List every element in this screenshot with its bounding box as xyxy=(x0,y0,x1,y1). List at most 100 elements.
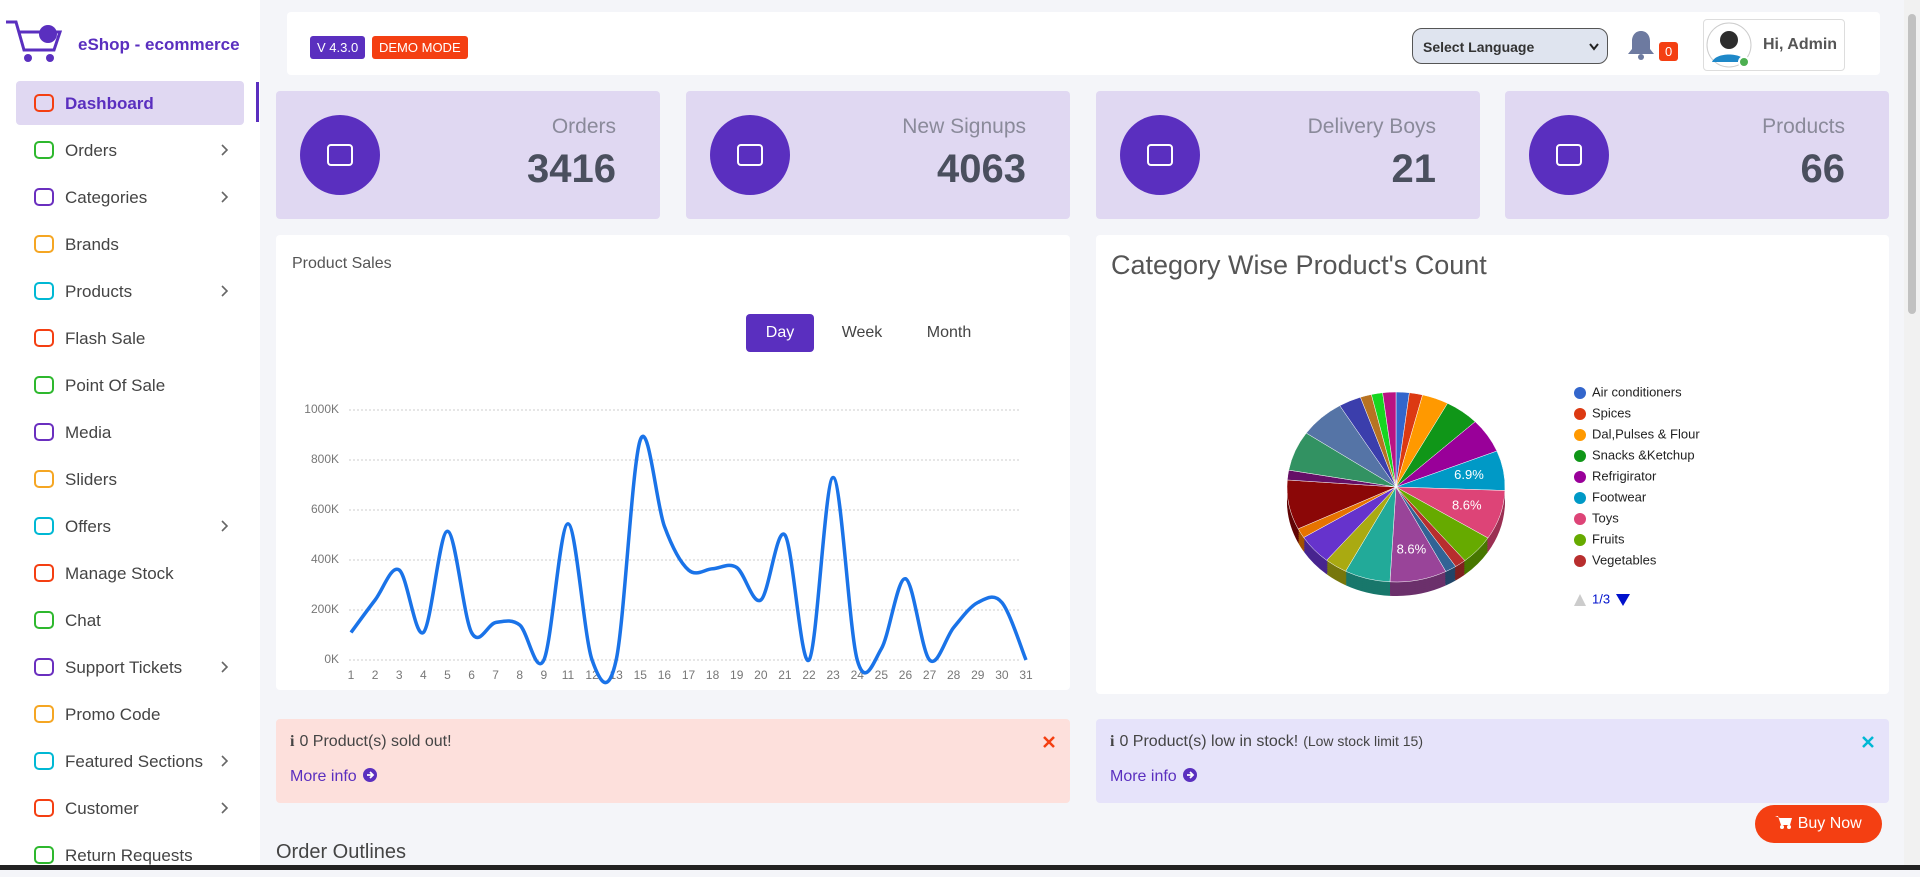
menu-icon xyxy=(34,94,54,112)
scroll-thumb[interactable] xyxy=(1908,14,1916,314)
menu-item[interactable]: Manage Stock xyxy=(16,551,244,595)
icon-shape xyxy=(34,752,54,770)
notification-badge: 0 xyxy=(1659,42,1679,61)
chevron-path xyxy=(221,802,229,814)
x-tick-label: 17 xyxy=(682,668,696,682)
close-icon[interactable] xyxy=(1861,735,1875,749)
y-tick-label: 800K xyxy=(311,452,339,466)
menu-item[interactable]: Chat xyxy=(16,598,244,642)
x-tick-label: 28 xyxy=(947,668,961,682)
close-icon[interactable] xyxy=(1042,735,1056,749)
slice-label: 8.6% xyxy=(1397,542,1427,557)
menu-item[interactable]: Sliders xyxy=(16,457,244,501)
version-badge: V 4.3.0 xyxy=(310,36,366,59)
icon-shape xyxy=(34,329,54,347)
chevron xyxy=(221,520,229,532)
menu-icon xyxy=(34,705,54,723)
menu-item[interactable]: Categories xyxy=(16,175,244,219)
more-info-link[interactable]: More info xyxy=(1110,767,1198,786)
legend-label[interactable]: Snacks &Ketchup xyxy=(1592,447,1695,462)
legend-label[interactable]: Toys xyxy=(1592,510,1619,525)
x-tick-label: 6 xyxy=(468,668,475,682)
menu-icon xyxy=(34,658,54,676)
legend-label[interactable]: Air conditioners xyxy=(1592,384,1682,399)
more-info-link[interactable]: More info xyxy=(290,767,378,786)
menu-label: Manage Stock xyxy=(65,564,174,583)
period-button[interactable]: Week xyxy=(841,324,883,341)
legend-label[interactable]: Refrigirator xyxy=(1592,468,1657,483)
menu-item[interactable]: Promo Code xyxy=(16,692,244,736)
icon-shape xyxy=(34,94,54,112)
scrollbar[interactable] xyxy=(1904,0,1920,865)
menu-label: Offers xyxy=(65,517,111,536)
menu-item[interactable]: Dashboard xyxy=(16,81,244,125)
x-tick-label: 1 xyxy=(348,668,355,682)
period-button[interactable]: Month xyxy=(926,324,972,341)
bell-icon[interactable] xyxy=(1625,28,1657,62)
menu-icon xyxy=(34,846,54,864)
menu-label: Flash Sale xyxy=(65,329,146,348)
logo xyxy=(6,20,63,62)
icon-shape xyxy=(34,658,54,676)
x-tick-label: 29 xyxy=(971,668,985,682)
legend-label[interactable]: Vegetables xyxy=(1592,552,1657,567)
menu-icon xyxy=(34,564,54,582)
legend-label[interactable]: Dal,Pulses & Flour xyxy=(1592,426,1700,441)
icon-glyph xyxy=(1147,144,1173,166)
menu-item[interactable]: Media xyxy=(16,410,244,454)
buy-now-button[interactable]: Buy Now xyxy=(1755,805,1882,843)
menu-item[interactable]: Customer xyxy=(16,786,244,830)
language-text: Select Language xyxy=(1423,39,1535,55)
x-tick-label: 16 xyxy=(658,668,672,682)
legend-swatch xyxy=(1574,408,1586,420)
menu-item[interactable]: Brands xyxy=(16,222,244,266)
menu-item[interactable]: Support Tickets xyxy=(16,645,244,689)
legend-label[interactable]: Fruits xyxy=(1592,531,1625,546)
section-title: Order Outlines xyxy=(276,841,407,863)
x-tick-label: 19 xyxy=(730,668,744,682)
menu-item[interactable]: Featured Sections xyxy=(16,739,244,783)
arrow-path xyxy=(366,771,374,779)
menu-item[interactable]: Return Requests xyxy=(16,833,244,877)
menu-label: Brands xyxy=(65,235,119,254)
period-button[interactable]: Day xyxy=(746,314,814,352)
menu-label: Media xyxy=(65,423,112,442)
user-menu[interactable]: Hi, Admin xyxy=(1703,19,1845,71)
language-select[interactable]: Select Language xyxy=(1412,28,1608,64)
menu-label: Chat xyxy=(65,611,101,630)
stat-value: 3416 xyxy=(527,147,616,191)
icon-shape xyxy=(34,564,54,582)
menu-icon xyxy=(34,329,54,347)
x-tick-label: 9 xyxy=(541,668,548,682)
legend-label[interactable]: Spices xyxy=(1592,405,1632,420)
menu-item[interactable]: Flash Sale xyxy=(16,316,244,360)
legend-label[interactable]: Footwear xyxy=(1592,489,1647,504)
legend-next[interactable] xyxy=(1616,594,1630,606)
stat-label: Orders xyxy=(551,115,616,138)
chevron xyxy=(221,755,229,767)
x-tick-label: 7 xyxy=(492,668,499,682)
close-path xyxy=(1043,736,1055,748)
select-arrow xyxy=(1589,43,1599,51)
icon-shape xyxy=(34,517,54,535)
active-marker xyxy=(256,82,259,122)
icon-shape xyxy=(34,799,54,817)
menu-icon xyxy=(34,470,54,488)
icon-shape xyxy=(34,423,54,441)
menu-icon xyxy=(34,141,54,159)
info-icon: i xyxy=(290,733,295,750)
menu-item[interactable]: Offers xyxy=(16,504,244,548)
menu-icon xyxy=(34,376,54,394)
legend-prev[interactable] xyxy=(1574,594,1586,606)
stat-icon xyxy=(300,115,380,195)
menu-item[interactable]: Products xyxy=(16,269,244,313)
category-card: Category Wise Product's Count 6.9% 8.6% 8.6… xyxy=(1096,235,1889,694)
menu-item[interactable]: Orders xyxy=(16,128,244,172)
legend-swatch xyxy=(1574,534,1586,546)
menu-item[interactable]: Point Of Sale xyxy=(16,363,244,407)
x-tick-label: 20 xyxy=(754,668,768,682)
x-tick-label: 18 xyxy=(706,668,720,682)
sales-line xyxy=(349,434,1028,685)
